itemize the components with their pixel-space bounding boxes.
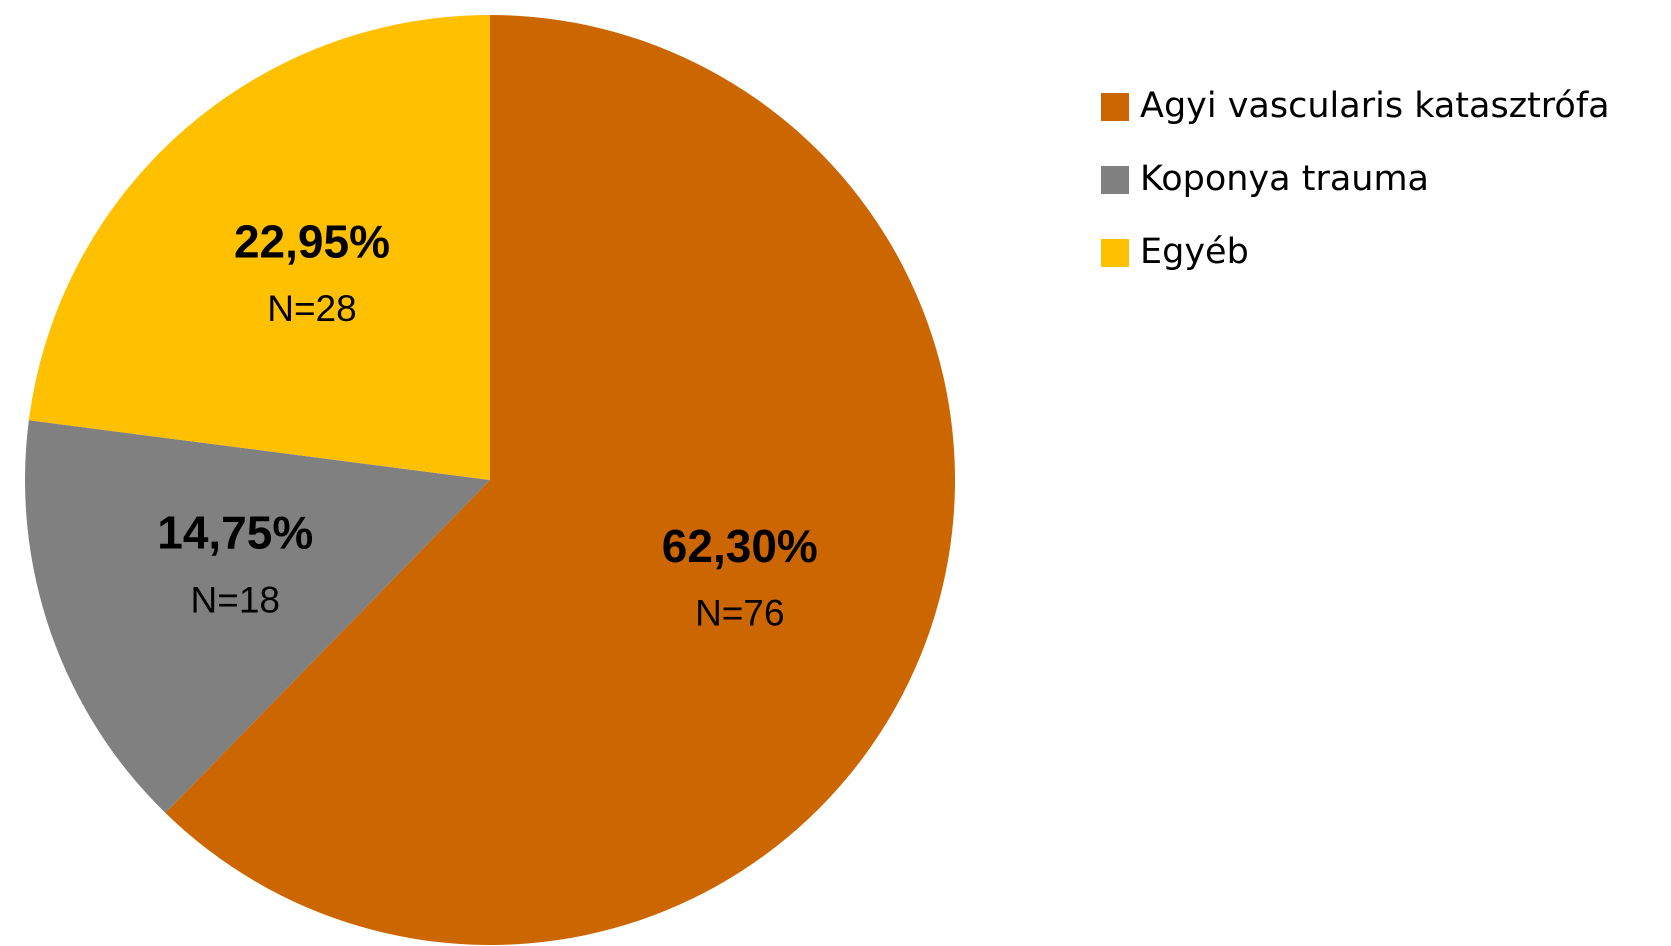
legend-swatch xyxy=(1101,166,1129,194)
legend-label: Egyéb xyxy=(1140,232,1249,272)
data-label: 14,75% xyxy=(157,507,313,559)
pie-slice xyxy=(165,15,955,945)
pie-slice xyxy=(25,420,491,813)
legend-swatch xyxy=(1101,239,1129,267)
count-label: N=28 xyxy=(267,288,356,329)
count-label: N=18 xyxy=(191,579,280,620)
data-label: 22,95% xyxy=(234,216,390,268)
data-label: 62,30% xyxy=(662,520,818,572)
legend-label: Koponya trauma xyxy=(1140,159,1429,199)
count-label: N=76 xyxy=(695,592,784,633)
legend-swatch xyxy=(1101,93,1129,121)
legend-label: Agyi vascularis katasztrófa xyxy=(1140,86,1610,126)
pie-slice xyxy=(28,15,491,480)
